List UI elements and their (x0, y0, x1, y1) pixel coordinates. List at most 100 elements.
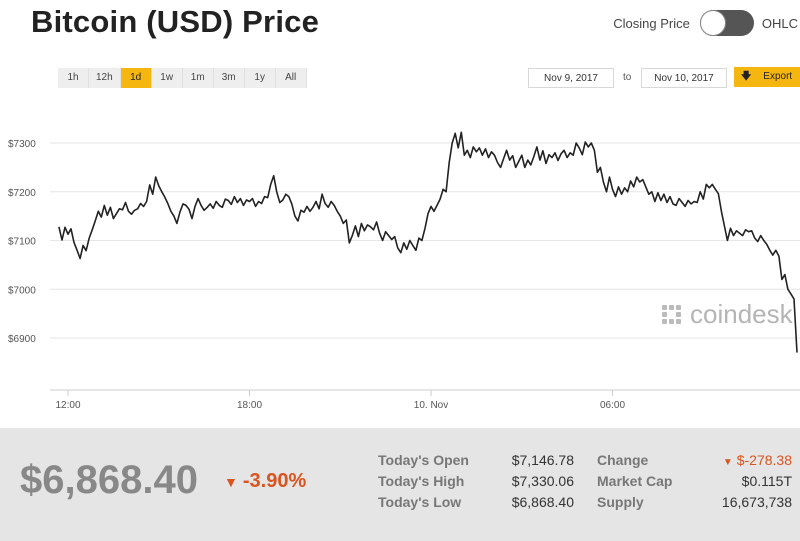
price-chart[interactable]: $7300 $7200 $7100 $7000 $6900 12:00 18:00 10. … (0, 95, 800, 425)
data-point (709, 187, 710, 188)
data-point (385, 231, 386, 232)
data-point (497, 162, 498, 163)
data-point (440, 199, 441, 200)
data-point (594, 150, 595, 151)
range-1d-button[interactable]: 1d (120, 68, 152, 88)
coindesk-wordmark: coindesk (690, 299, 794, 329)
data-point (427, 213, 428, 214)
todays-open-label: Today's Open (378, 452, 469, 468)
data-point (455, 133, 456, 134)
data-point (482, 155, 483, 156)
data-point (757, 241, 758, 242)
data-point (542, 150, 543, 151)
data-point (694, 201, 695, 202)
data-point (406, 249, 407, 250)
data-point (179, 212, 180, 213)
data-point (645, 186, 646, 187)
data-point (494, 155, 495, 156)
data-point (548, 154, 549, 155)
data-point (579, 147, 580, 148)
data-point (394, 236, 395, 237)
data-point (654, 201, 655, 202)
date-to-input[interactable]: Nov 10, 2017 (641, 68, 727, 88)
data-point (158, 185, 159, 186)
data-point (170, 211, 171, 212)
data-point (630, 180, 631, 181)
data-point (61, 239, 62, 240)
data-point (92, 229, 93, 230)
ohlc-label[interactable]: OHLC (761, 15, 798, 31)
data-point (730, 228, 731, 229)
range-1y-button[interactable]: 1y (244, 68, 276, 88)
data-point (479, 147, 480, 148)
data-point (639, 181, 640, 182)
date-from-input[interactable]: Nov 9, 2017 (528, 68, 614, 88)
data-point (715, 189, 716, 190)
data-point (288, 196, 289, 197)
data-point (64, 227, 65, 228)
range-1w-button[interactable]: 1w (151, 68, 183, 88)
data-point (600, 167, 601, 168)
data-point (500, 167, 501, 168)
data-point (273, 175, 274, 176)
data-point (488, 157, 489, 158)
data-point (173, 216, 174, 217)
data-point (521, 155, 522, 156)
market-cap-value: $0.115T (741, 473, 792, 489)
data-point (134, 210, 135, 211)
data-point (564, 150, 565, 151)
data-point (95, 220, 96, 221)
series-line (58, 131, 798, 353)
data-point (748, 231, 749, 232)
data-point (766, 244, 767, 245)
data-point (340, 216, 341, 217)
data-point (524, 167, 525, 168)
range-3m-button[interactable]: 3m (213, 68, 245, 88)
data-point (300, 210, 301, 211)
range-12h-button[interactable]: 12h (89, 68, 121, 88)
data-point (648, 194, 649, 195)
data-point (155, 177, 156, 178)
data-point (210, 203, 211, 204)
data-point (790, 294, 791, 295)
data-point (83, 245, 84, 246)
data-point (512, 155, 513, 156)
data-point (515, 167, 516, 168)
data-point (325, 203, 326, 204)
range-1m-button[interactable]: 1m (182, 68, 214, 88)
closing-price-label[interactable]: Closing Price (613, 15, 690, 31)
data-point (660, 200, 661, 201)
data-point (603, 181, 604, 182)
data-point (470, 157, 471, 158)
data-point (491, 151, 492, 152)
export-label: Export (763, 71, 793, 82)
change-value: ▼ $-278.38 (723, 452, 792, 468)
data-point (703, 199, 704, 200)
data-point (518, 161, 519, 162)
data-point (258, 201, 259, 202)
data-point (116, 213, 117, 214)
data-point (164, 197, 165, 198)
data-point (152, 194, 153, 195)
data-point (452, 142, 453, 143)
data-point (70, 228, 71, 229)
coindesk-logo-icon (662, 305, 681, 324)
y-axis-ticks: $7300 $7200 $7100 $7000 $6900 (8, 139, 36, 345)
data-point (530, 164, 531, 165)
data-point (700, 191, 701, 192)
data-point (204, 210, 205, 211)
range-1h-button[interactable]: 1h (58, 68, 89, 88)
data-point (376, 221, 377, 222)
data-point (642, 179, 643, 180)
data-point (243, 205, 244, 206)
export-button[interactable]: 🡇 Export (734, 67, 800, 87)
data-point (570, 152, 571, 153)
range-all-button[interactable]: All (275, 68, 307, 88)
price-mode-toggle[interactable] (699, 10, 754, 36)
toggle-knob[interactable] (699, 10, 726, 36)
data-point (331, 201, 332, 202)
data-point (727, 240, 728, 241)
data-point (312, 207, 313, 208)
data-point (176, 223, 177, 224)
supply-label: Supply (597, 494, 644, 510)
